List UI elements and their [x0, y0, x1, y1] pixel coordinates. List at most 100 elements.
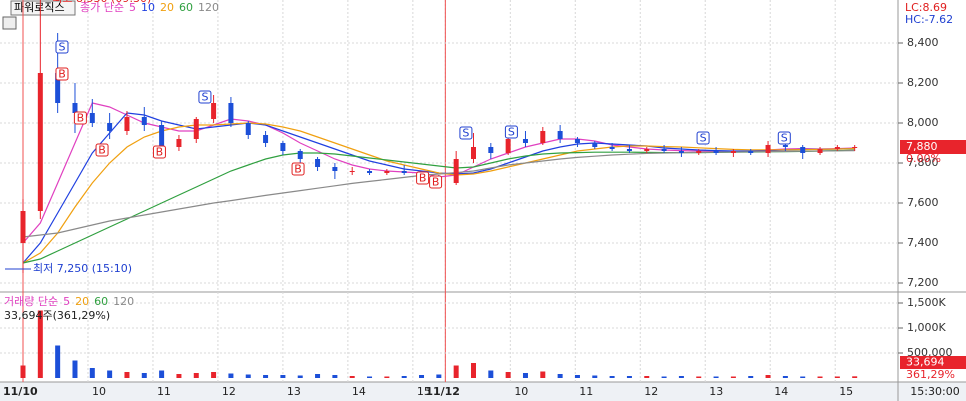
candle-body [72, 103, 78, 113]
x-axis-band [0, 382, 966, 401]
signal-marker [504, 125, 518, 139]
signal-marker [95, 143, 109, 157]
x-tick-label: 12 [222, 385, 236, 398]
signal-marker [55, 67, 69, 81]
candle-body [540, 131, 546, 143]
candle-body [453, 159, 459, 183]
candle-body [748, 151, 754, 153]
candle-body [505, 139, 511, 153]
volume-bar [141, 373, 147, 378]
volume-bar [782, 376, 788, 378]
signal-label: S [508, 126, 515, 139]
candle-body [297, 151, 303, 159]
legend: 거래량 단순 5 20 60 120 [4, 295, 134, 308]
candle-body [574, 139, 580, 143]
volume-bar [401, 376, 407, 378]
x-tick-label: 11/10 [3, 385, 38, 398]
candle-body [107, 123, 113, 131]
legend-entry: 5 [63, 295, 70, 308]
signal-label: S [462, 127, 469, 140]
candle-body [782, 145, 788, 147]
x-tick-label: 10 [514, 385, 528, 398]
x-tick-label: 13 [287, 385, 301, 398]
last-price: 7,880 [906, 140, 938, 153]
signal-label: S [781, 132, 788, 145]
candle-body [765, 145, 771, 153]
volume-bar [176, 374, 182, 378]
hc: HC:-7.62 [905, 13, 953, 26]
candle-body [315, 159, 321, 167]
volume-bar [159, 370, 165, 378]
y-tick-label: 1,000K [907, 321, 946, 334]
candle-body [263, 135, 269, 143]
y-tick-label: 8,200 [907, 76, 939, 89]
y-tick-label: 7,600 [907, 196, 939, 209]
signal-label: B [156, 146, 164, 159]
symbol: 파워로직스 [14, 1, 65, 14]
candle-body [678, 151, 684, 153]
volume-bar [748, 376, 754, 378]
volume-bar [37, 310, 43, 378]
candle-body [817, 149, 823, 153]
volume-bar [280, 375, 286, 378]
candle-body [89, 113, 95, 123]
volume-summary: 33,694주(361,29%) [4, 309, 110, 322]
candle-body [522, 139, 528, 143]
x-tick-label: 14 [352, 385, 366, 398]
last-volume-change: 361,29% [906, 368, 955, 381]
signal-marker [459, 126, 473, 140]
annotation: 최저 7,250 (15:10) [33, 262, 132, 275]
candle-body [626, 149, 632, 151]
x-tick-label: 14 [774, 385, 788, 398]
x-tick-label: 15 [839, 385, 853, 398]
volume-bar [72, 360, 78, 378]
candle-body [349, 171, 355, 172]
legend-entry: 20 [75, 295, 89, 308]
annotation: 최고 8,530 (09:30) [52, 0, 151, 5]
volume-bar [730, 376, 736, 378]
menu-icon[interactable] [2, 16, 17, 30]
signal-marker [777, 131, 791, 145]
candle-body [280, 143, 286, 151]
volume-bar [211, 372, 217, 378]
candle-body [470, 147, 476, 159]
volume-bar [107, 370, 113, 378]
symbol-box[interactable] [10, 0, 76, 16]
volume-bar [297, 375, 303, 378]
x-tick-label: 11/12 [425, 385, 460, 398]
volume-bar [765, 375, 771, 378]
signal-marker [416, 171, 430, 185]
x-tick-label: 10 [92, 385, 106, 398]
candle-body [141, 117, 147, 125]
volume-bar [817, 376, 823, 378]
candle-body [332, 167, 338, 171]
volume-bar [713, 376, 719, 378]
legend-entry: 10 [141, 1, 155, 14]
volume-bar [124, 372, 130, 378]
y-tick-label: 500,000 [907, 346, 953, 359]
candle-body [159, 125, 165, 147]
volume-bar [609, 376, 615, 378]
signal-label: B [77, 112, 85, 125]
y-tick-label: 7,200 [907, 276, 939, 289]
legend-title: 종가 단순 [80, 1, 124, 14]
candle-body [609, 147, 615, 149]
candle-body [730, 151, 736, 153]
candle-body [176, 139, 182, 147]
y-tick-label: 8,400 [907, 36, 939, 49]
candle-body [661, 149, 667, 151]
volume-bar [834, 376, 840, 378]
volume-bar [384, 376, 390, 378]
volume-bar [193, 373, 199, 378]
legend-entry: 120 [113, 295, 134, 308]
volume-bar [349, 376, 355, 378]
volume-bar [644, 376, 650, 378]
signal-marker [73, 111, 87, 125]
signal-label: B [58, 68, 66, 81]
x-tick-label: 11 [579, 385, 593, 398]
volume-bar [332, 375, 338, 378]
last-change: 0.00% [906, 152, 941, 165]
candle-body [401, 171, 407, 173]
signal-marker [152, 145, 166, 159]
legend-title: 거래량 단순 [4, 295, 58, 308]
